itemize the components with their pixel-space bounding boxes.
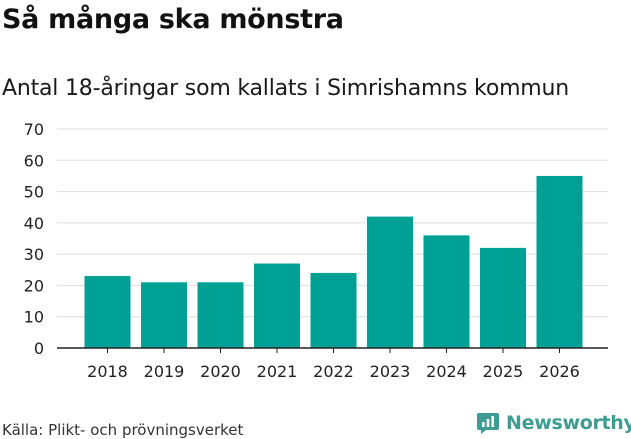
x-tick-label: 2023 xyxy=(370,362,411,381)
newsworthy-logo-icon xyxy=(477,413,499,434)
x-tick-label: 2020 xyxy=(200,362,241,381)
y-tick-label: 50 xyxy=(24,183,44,202)
brand-name: Newsworthy xyxy=(506,412,631,434)
y-tick-label: 70 xyxy=(24,120,44,139)
x-tick-label: 2019 xyxy=(144,362,185,381)
bar-2018 xyxy=(84,276,131,348)
x-tick-label: 2018 xyxy=(87,362,128,381)
y-tick-label: 0 xyxy=(34,339,44,358)
y-tick-label: 20 xyxy=(24,276,44,295)
x-tick-label: 2026 xyxy=(539,362,580,381)
y-tick-label: 60 xyxy=(24,151,44,170)
y-tick-label: 10 xyxy=(24,308,44,327)
x-axis-ticks: 2018 2019 2020 2021 2022 2023 2024 2025 2026 xyxy=(87,348,580,381)
x-tick-label: 2021 xyxy=(257,362,298,381)
chart-subtitle: Antal 18-åringar som kallats i Simrisham… xyxy=(2,76,570,101)
brand-logo: Newsworthy xyxy=(476,409,631,437)
source-note: Källa: Plikt- och prövningsverket xyxy=(2,421,244,439)
bar-2023 xyxy=(367,216,413,348)
y-tick-label: 30 xyxy=(24,245,44,264)
y-tick-label: 40 xyxy=(24,214,44,233)
bar-2025 xyxy=(480,247,526,348)
bar-2020 xyxy=(197,282,244,348)
bar-2019 xyxy=(141,282,187,348)
bar-2021 xyxy=(254,263,300,348)
bars xyxy=(84,175,583,348)
x-tick-label: 2025 xyxy=(483,362,524,381)
chart-title: Så många ska mönstra xyxy=(2,4,344,35)
x-tick-label: 2024 xyxy=(426,362,467,381)
bar-2022 xyxy=(310,272,357,348)
x-tick-label: 2022 xyxy=(313,362,354,381)
bar-2024 xyxy=(423,235,470,348)
y-axis-ticks: 0 10 20 30 40 50 60 70 xyxy=(24,120,44,358)
bar-2026 xyxy=(536,175,583,348)
